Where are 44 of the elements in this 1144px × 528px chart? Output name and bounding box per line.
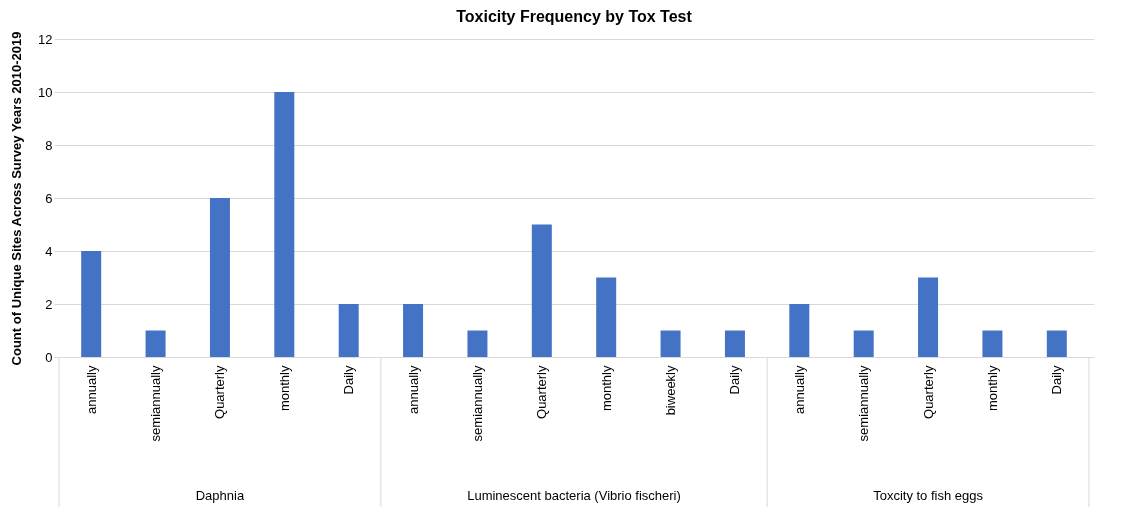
x-tick-label: semiannually [469, 365, 485, 442]
y-tick-label: 4 [45, 243, 53, 259]
bar [403, 304, 424, 357]
bar [467, 330, 488, 357]
bar [338, 304, 359, 357]
bar [853, 330, 874, 357]
bar [209, 198, 230, 357]
y-axis-title: Count of Unique Sites Across Survey Years 2010-2019 [9, 31, 25, 366]
bar [596, 277, 617, 357]
x-tick-label: annually [83, 365, 99, 414]
bar [145, 330, 166, 357]
x-tick-label: Quarterly [534, 365, 550, 419]
x-tick-label: semiannually [148, 365, 164, 442]
bar [531, 224, 552, 357]
x-tick-label: annually [405, 365, 421, 414]
bar [982, 330, 1003, 357]
text: Luminescent bacteria (Vibrio fischeri) [467, 488, 681, 503]
y-tick-label: 8 [45, 137, 53, 153]
y-tick-label: 10 [38, 84, 53, 100]
bar [81, 251, 102, 357]
x-tick-label: Daily [1049, 365, 1065, 395]
bar [1046, 330, 1067, 357]
x-tick-label: monthly [984, 365, 1000, 412]
chart-title: Toxicity Frequency by Tox Test [456, 7, 693, 25]
bar [918, 277, 939, 357]
y-tick-label: 2 [45, 296, 53, 312]
bar [660, 330, 681, 357]
x-tick-label: biweekly [663, 365, 679, 416]
x-tick-label: Quarterly [212, 365, 228, 419]
x-tick-label: monthly [276, 365, 292, 412]
x-tick-label: monthly [598, 365, 614, 412]
x-tick-label: Daily [727, 365, 743, 395]
x-tick-label: semiannually [856, 365, 872, 442]
text: Daphnia [195, 488, 245, 503]
y-tick-label: 6 [45, 190, 53, 206]
x-tick-label: Quarterly [920, 365, 936, 419]
x-tick-label: annually [791, 365, 807, 414]
x-tick-label: Daily [341, 365, 357, 395]
text: Toxcity to fish eggs [873, 488, 984, 503]
bar [274, 92, 295, 357]
y-tick-label: 12 [38, 31, 53, 47]
bar [789, 304, 810, 357]
bar [724, 330, 745, 357]
y-tick-label: 0 [45, 349, 53, 365]
